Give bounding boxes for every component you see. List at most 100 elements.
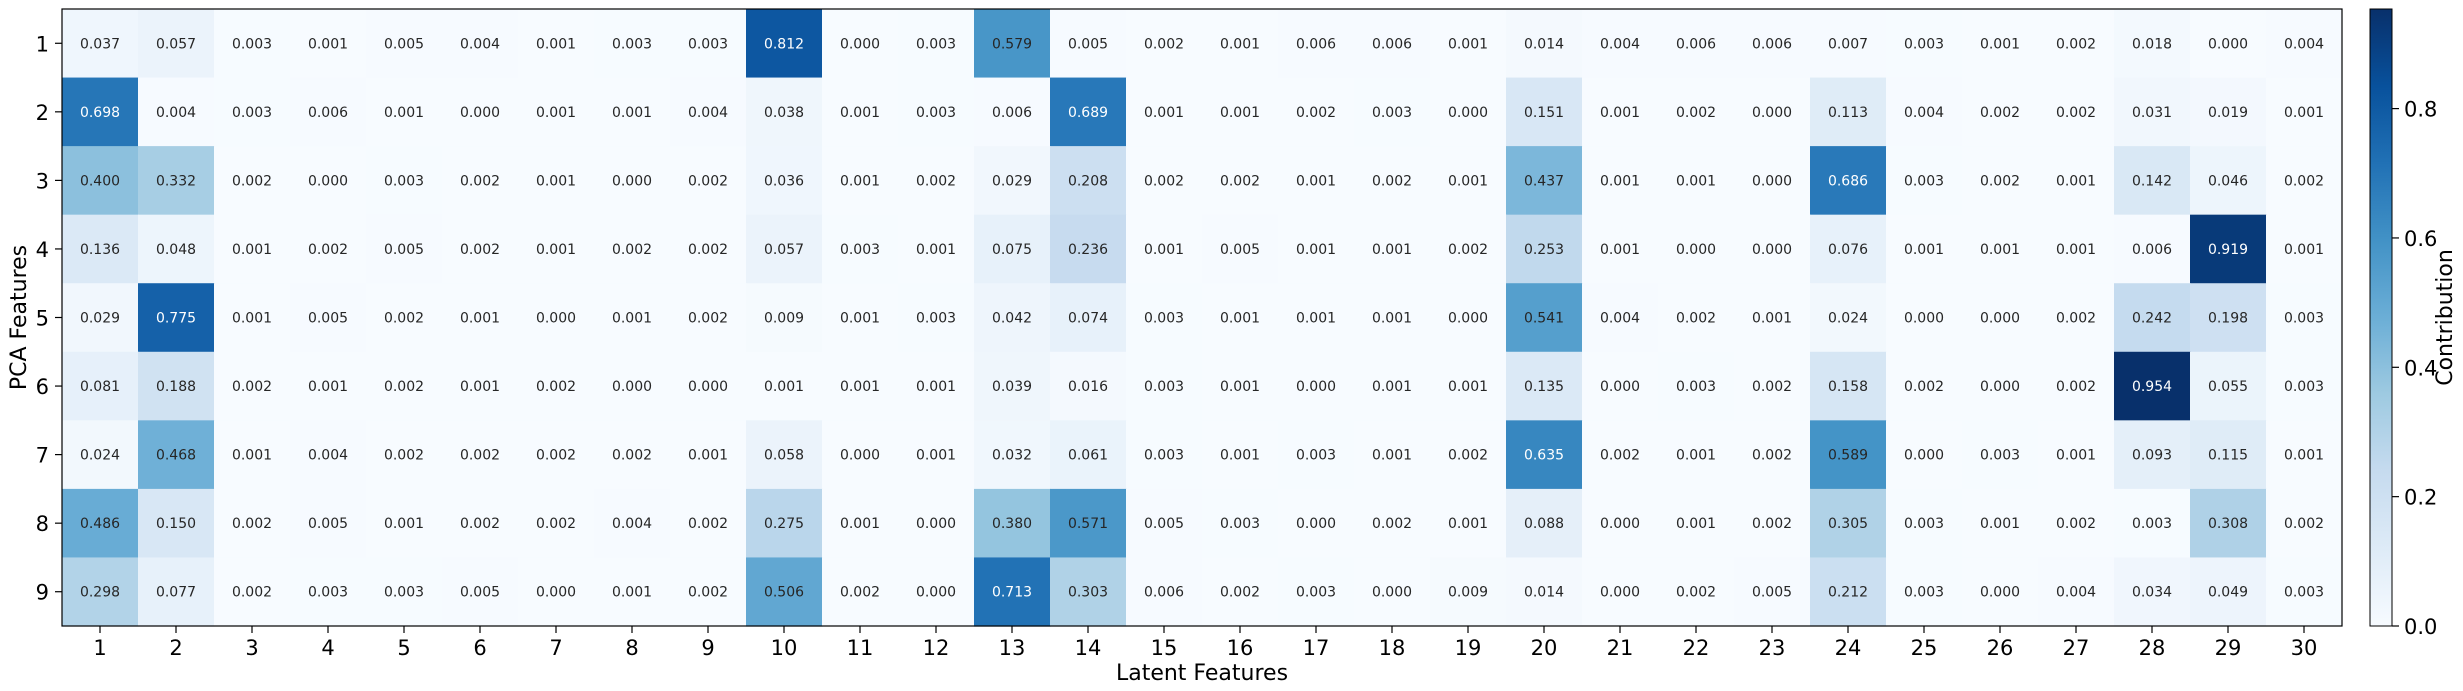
- cell-value-label: 0.005: [384, 36, 424, 52]
- cell-value-label: 0.058: [764, 448, 804, 464]
- cell-value-label: 0.003: [1676, 379, 1716, 395]
- cell-value-label: 0.003: [2132, 516, 2172, 532]
- heatmap-cell: [138, 77, 215, 147]
- heatmap-cell: [518, 146, 595, 216]
- cell-value-label: 0.001: [2056, 448, 2096, 464]
- heatmap-cell: [1126, 146, 1203, 216]
- heatmap-cell: [442, 557, 519, 627]
- heatmap-cell: [138, 351, 215, 421]
- cell-value-label: 0.115: [2208, 448, 2248, 464]
- cell-value-label: 0.571: [1068, 516, 1108, 532]
- heatmap-cell: [822, 488, 899, 559]
- x-tick-label: 2: [169, 636, 182, 660]
- heatmap-cell: [2266, 9, 2343, 79]
- heatmap-cell: [2266, 77, 2343, 147]
- cell-value-label: 0.000: [1372, 585, 1412, 601]
- heatmap-cell: [1202, 351, 1279, 421]
- heatmap-cell: [1962, 488, 2039, 559]
- cell-value-label: 0.002: [612, 242, 652, 258]
- cell-value-label: 0.635: [1524, 448, 1564, 464]
- heatmap-cell: [974, 214, 1051, 284]
- heatmap-cell: [1050, 488, 1127, 559]
- heatmap-cell: [1202, 488, 1279, 559]
- y-tick-label: 3: [36, 169, 49, 193]
- heatmap-cell: [594, 9, 671, 79]
- cell-value-label: 0.002: [1980, 105, 2020, 121]
- heatmap-cell: [1202, 557, 1279, 627]
- heatmap-cell: [1886, 420, 1963, 490]
- cell-value-label: 0.001: [1752, 311, 1792, 327]
- cell-value-label: 0.208: [1068, 173, 1108, 189]
- cell-value-label: 0.001: [1448, 36, 1488, 52]
- cell-value-label: 0.541: [1524, 311, 1564, 327]
- heatmap-cell: [898, 557, 975, 627]
- heatmap-cell: [2114, 9, 2191, 79]
- cell-value-label: 0.775: [156, 311, 196, 327]
- cell-value-label: 0.002: [688, 242, 728, 258]
- cell-value-label: 0.005: [308, 516, 348, 532]
- heatmap-cell: [594, 146, 671, 216]
- x-tick-label: 5: [397, 636, 410, 660]
- cell-value-label: 0.019: [2208, 105, 2248, 121]
- cell-value-label: 0.136: [80, 242, 120, 258]
- cell-value-label: 0.003: [232, 105, 272, 121]
- cell-value-label: 0.579: [992, 36, 1032, 52]
- cell-value-label: 0.000: [1600, 379, 1640, 395]
- cell-value-label: 0.001: [916, 379, 956, 395]
- heatmap-cell: [1582, 214, 1659, 284]
- cell-value-label: 0.024: [1828, 311, 1868, 327]
- y-tick-label: 1: [36, 32, 49, 56]
- cell-value-label: 0.004: [1600, 311, 1640, 327]
- x-tick-label: 27: [2063, 636, 2090, 660]
- heatmap-cell: [1582, 420, 1659, 490]
- heatmap-cell: [2190, 351, 2267, 421]
- cell-value-label: 0.506: [764, 585, 804, 601]
- cell-value-label: 0.002: [232, 516, 272, 532]
- heatmap-cell: [1962, 351, 2039, 421]
- heatmap-cell: [1506, 146, 1583, 216]
- cell-value-label: 0.004: [308, 448, 348, 464]
- heatmap-cell: [746, 283, 823, 353]
- heatmap-cell: [670, 9, 747, 79]
- cell-value-labels: 0.037 0.057 0.003 0.001 0.005 0.004 0.001 0.003…: [80, 36, 2324, 600]
- heatmap-cell: [822, 420, 899, 490]
- cell-value-label: 0.589: [1828, 448, 1868, 464]
- cell-value-label: 0.000: [1752, 242, 1792, 258]
- heatmap-cell: [518, 9, 595, 79]
- cell-value-label: 0.689: [1068, 105, 1108, 121]
- cell-value-label: 0.002: [460, 242, 500, 258]
- heatmap-cell: [1658, 146, 1735, 216]
- heatmap-cell: [1202, 9, 1279, 79]
- cell-value-label: 0.001: [1372, 379, 1412, 395]
- heatmap-cell: [746, 420, 823, 490]
- heatmap-cell: [1430, 488, 1507, 559]
- cell-value-label: 0.002: [1448, 448, 1488, 464]
- heatmap-cell: [138, 283, 215, 353]
- heatmap-cell: [366, 420, 443, 490]
- cell-value-label: 0.142: [2132, 173, 2172, 189]
- heatmap-cell: [2114, 146, 2191, 216]
- cell-value-label: 0.001: [1676, 173, 1716, 189]
- cell-value-label: 0.003: [384, 173, 424, 189]
- cell-value-label: 0.029: [992, 173, 1032, 189]
- cell-value-label: 0.002: [2056, 516, 2096, 532]
- heatmap-cell: [214, 351, 291, 421]
- cell-value-label: 0.437: [1524, 173, 1564, 189]
- cell-value-label: 0.000: [460, 105, 500, 121]
- x-tick-label: 26: [1987, 636, 2014, 660]
- cell-value-label: 0.003: [840, 242, 880, 258]
- cell-value-label: 0.002: [384, 379, 424, 395]
- cell-value-label: 0.003: [1904, 36, 1944, 52]
- heatmap-cell: [1658, 351, 1735, 421]
- heatmap-cell: [1582, 557, 1659, 627]
- heatmap-cell: [746, 214, 823, 284]
- cell-value-label: 0.002: [1752, 379, 1792, 395]
- heatmap-cell: [2190, 146, 2267, 216]
- cell-value-label: 0.158: [1828, 379, 1868, 395]
- cell-value-label: 0.001: [1600, 173, 1640, 189]
- heatmap-cell: [2190, 488, 2267, 559]
- cell-value-label: 0.002: [2056, 36, 2096, 52]
- heatmap-cell: [62, 146, 139, 216]
- heatmap-cell: [1734, 557, 1811, 627]
- heatmap-cell: [366, 283, 443, 353]
